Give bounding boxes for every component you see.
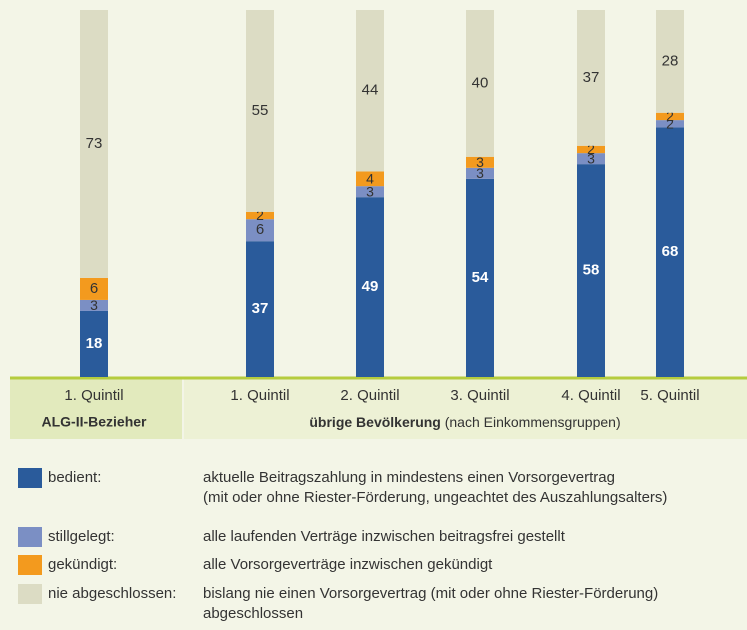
value-label: 3 (90, 297, 98, 313)
x-tick-label: 1. Quintil (64, 387, 123, 404)
legend-label: bedient: (48, 469, 101, 486)
group-box (184, 379, 747, 439)
bar-segment (466, 156, 494, 168)
legend-description: alle laufenden Verträge inzwischen beitr… (203, 528, 566, 545)
value-label: 3 (366, 183, 374, 199)
value-label: 3 (476, 165, 484, 181)
bar-segment (80, 310, 108, 377)
bar-segment (577, 145, 605, 154)
value-label: 2 (666, 115, 674, 131)
group-label: ALG-II-Bezieher (41, 414, 147, 430)
bar-segment (80, 299, 108, 311)
bar-segment (356, 186, 384, 198)
bar-segment (577, 164, 605, 377)
value-label: 54 (472, 269, 489, 286)
value-label: 49 (362, 278, 379, 295)
value-label: 37 (252, 300, 269, 317)
bar-segment (356, 197, 384, 377)
x-tick-label: 4. Quintil (561, 387, 620, 404)
value-label: 73 (86, 135, 103, 152)
bar-segment (246, 211, 274, 220)
bar-segment (656, 127, 684, 377)
x-tick-label: 1. Quintil (230, 387, 289, 404)
value-label: 40 (472, 74, 489, 91)
bar-segment (656, 120, 684, 128)
value-label: 68 (662, 243, 679, 260)
bar-segment (466, 10, 494, 157)
bar-segment (466, 167, 494, 179)
value-label: 2 (256, 207, 264, 223)
bar-segment (656, 10, 684, 113)
legend-label: nie abgeschlossen: (48, 585, 176, 602)
value-label: 58 (583, 262, 600, 279)
value-label: 18 (86, 335, 103, 352)
bar-segment (246, 219, 274, 242)
value-label: 3 (587, 150, 595, 166)
x-tick-label: 5. Quintil (640, 387, 699, 404)
bar-segment (577, 153, 605, 165)
value-label: 28 (662, 52, 679, 69)
value-label: 2 (666, 108, 674, 124)
value-label: 6 (90, 280, 98, 297)
value-label: 2 (587, 141, 595, 157)
legend-swatch (18, 555, 42, 575)
value-label: 4 (366, 171, 374, 187)
bar-segment (80, 10, 108, 278)
legend-label: stillgelegt: (48, 528, 115, 545)
value-label: 6 (256, 221, 264, 238)
bar-segment (656, 112, 684, 121)
legend-description: bislang nie einen Vorsorgevertrag (mit o… (203, 585, 658, 602)
value-label: 37 (583, 69, 600, 86)
value-label: 3 (476, 154, 484, 170)
legend-description: abgeschlossen (203, 605, 303, 622)
value-label: 44 (362, 82, 379, 99)
legend-description: (mit oder ohne Riester-Förderung, ungeac… (203, 489, 667, 506)
group-label: übrige Bevölkerung (nach Einkommensgrupp… (309, 414, 620, 430)
bar-segment (356, 10, 384, 172)
bar-segment (577, 10, 605, 146)
legend-swatch (18, 584, 42, 604)
legend-description: alle Vorsorgeverträge inzwischen gekündi… (203, 556, 493, 573)
legend-description: aktuelle Beitragszahlung in mindestens e… (203, 469, 615, 486)
x-tick-label: 3. Quintil (450, 387, 509, 404)
legend-swatch (18, 527, 42, 547)
bar-segment (80, 277, 108, 300)
value-label: 55 (252, 102, 269, 119)
group-label-bold: übrige Bevölkerung (309, 414, 440, 430)
legend-swatch (18, 468, 42, 488)
bar-segment (466, 178, 494, 377)
x-tick-label: 2. Quintil (340, 387, 399, 404)
bar-segment (356, 171, 384, 187)
group-label-rest: (nach Einkommensgruppen) (445, 414, 621, 430)
group-box (10, 379, 182, 439)
bar-segment (246, 241, 274, 377)
bar-segment (246, 10, 274, 212)
legend-label: gekündigt: (48, 556, 117, 573)
